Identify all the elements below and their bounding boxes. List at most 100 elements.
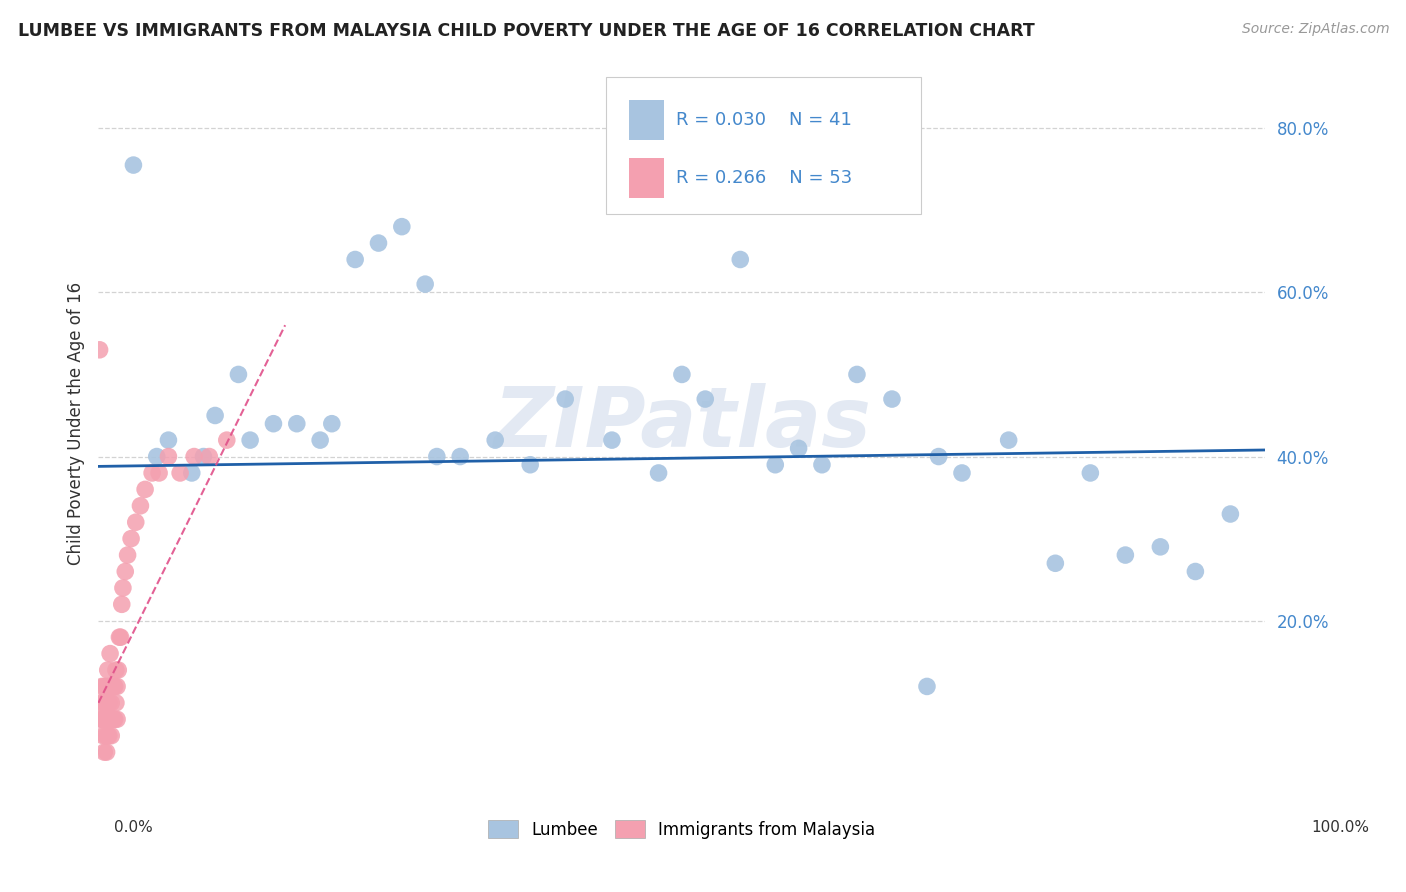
- Point: [98, 680, 121, 694]
- Point: [103, 712, 125, 726]
- Point: [148, 466, 170, 480]
- Point: [1080, 466, 1102, 480]
- Point: [600, 433, 623, 447]
- Point: [97, 729, 120, 743]
- Point: [1045, 556, 1067, 570]
- Point: [93, 745, 115, 759]
- Point: [846, 368, 869, 382]
- Point: [519, 458, 541, 472]
- Point: [93, 712, 115, 726]
- Point: [811, 458, 834, 472]
- Point: [157, 433, 180, 447]
- Point: [120, 532, 142, 546]
- Point: [1149, 540, 1171, 554]
- Point: [105, 712, 128, 726]
- Point: [321, 417, 343, 431]
- Point: [104, 663, 127, 677]
- Point: [730, 252, 752, 267]
- Point: [97, 696, 120, 710]
- Point: [183, 450, 205, 464]
- Point: [285, 417, 308, 431]
- Point: [90, 712, 112, 726]
- Text: R = 0.266    N = 53: R = 0.266 N = 53: [676, 169, 852, 187]
- Point: [89, 343, 111, 357]
- Point: [180, 466, 202, 480]
- Point: [554, 392, 576, 406]
- Point: [134, 483, 156, 497]
- Point: [104, 696, 127, 710]
- Point: [146, 450, 169, 464]
- Point: [96, 712, 118, 726]
- Point: [94, 729, 117, 743]
- Point: [104, 680, 127, 694]
- Point: [100, 696, 122, 710]
- Point: [391, 219, 413, 234]
- Point: [114, 565, 136, 579]
- Y-axis label: Child Poverty Under the Age of 16: Child Poverty Under the Age of 16: [66, 282, 84, 566]
- Point: [763, 458, 786, 472]
- Point: [367, 235, 389, 250]
- Point: [94, 696, 117, 710]
- Point: [97, 696, 120, 710]
- Point: [880, 392, 903, 406]
- Point: [671, 368, 693, 382]
- Point: [787, 442, 810, 456]
- Point: [309, 433, 332, 447]
- Point: [125, 515, 148, 529]
- Point: [104, 712, 127, 726]
- Point: [449, 450, 471, 464]
- Point: [107, 663, 129, 677]
- Point: [647, 466, 669, 480]
- Point: [90, 696, 112, 710]
- Point: [484, 433, 506, 447]
- Point: [413, 277, 436, 292]
- Point: [101, 680, 124, 694]
- Point: [122, 158, 145, 172]
- Point: [96, 680, 118, 694]
- Point: [1114, 548, 1136, 562]
- Text: LUMBEE VS IMMIGRANTS FROM MALAYSIA CHILD POVERTY UNDER THE AGE OF 16 CORRELATION: LUMBEE VS IMMIGRANTS FROM MALAYSIA CHILD…: [18, 22, 1035, 40]
- Text: ZIPatlas: ZIPatlas: [494, 384, 870, 464]
- Point: [950, 466, 973, 480]
- Point: [90, 680, 112, 694]
- Point: [110, 630, 132, 644]
- Bar: [630, 158, 665, 198]
- Point: [215, 433, 238, 447]
- Point: [426, 450, 449, 464]
- Text: R = 0.030    N = 41: R = 0.030 N = 41: [676, 112, 852, 129]
- Point: [204, 409, 226, 423]
- Point: [96, 745, 118, 759]
- Point: [915, 680, 938, 694]
- Point: [117, 548, 139, 562]
- Point: [98, 712, 121, 726]
- Point: [91, 729, 114, 743]
- Point: [100, 729, 122, 743]
- Text: Source: ZipAtlas.com: Source: ZipAtlas.com: [1241, 22, 1389, 37]
- Point: [91, 696, 114, 710]
- Point: [101, 712, 124, 726]
- Point: [928, 450, 950, 464]
- Point: [344, 252, 367, 267]
- Point: [228, 368, 250, 382]
- Point: [198, 450, 221, 464]
- Point: [97, 729, 120, 743]
- Point: [98, 647, 121, 661]
- Point: [111, 598, 134, 612]
- Point: [193, 450, 215, 464]
- Text: 0.0%: 0.0%: [114, 821, 153, 835]
- Point: [262, 417, 284, 431]
- Point: [239, 433, 262, 447]
- FancyBboxPatch shape: [606, 77, 921, 214]
- Point: [157, 450, 180, 464]
- Point: [108, 630, 131, 644]
- Bar: [630, 101, 665, 140]
- Legend: Lumbee, Immigrants from Malaysia: Lumbee, Immigrants from Malaysia: [482, 814, 882, 846]
- Point: [1184, 565, 1206, 579]
- Point: [97, 663, 120, 677]
- Point: [111, 581, 134, 595]
- Point: [105, 680, 128, 694]
- Point: [129, 499, 152, 513]
- Text: 100.0%: 100.0%: [1310, 821, 1369, 835]
- Point: [695, 392, 717, 406]
- Point: [169, 466, 191, 480]
